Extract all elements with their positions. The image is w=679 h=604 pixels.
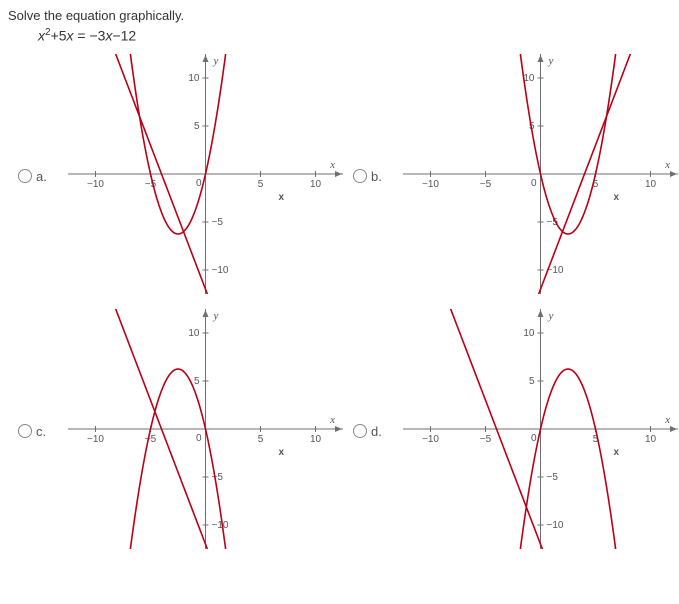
option-b[interactable]: b.	[353, 54, 393, 299]
option-d-label: d.	[371, 424, 382, 439]
svg-text:−5: −5	[212, 472, 224, 483]
svg-text:10: 10	[310, 434, 322, 445]
svg-text:5: 5	[194, 121, 200, 132]
svg-text:10: 10	[523, 73, 535, 84]
radio-icon	[18, 169, 32, 183]
svg-text:−5: −5	[145, 179, 157, 190]
svg-text:x: x	[329, 414, 335, 426]
plot-d: −10−5510−10−55100xyx	[403, 309, 678, 549]
equation-text: x2+5x = −3x−12	[38, 27, 671, 44]
svg-text:y: y	[548, 310, 554, 322]
plot-a: −10−5510−10−55100xyx	[68, 54, 343, 294]
svg-text:−5: −5	[212, 217, 224, 228]
svg-text:−5: −5	[480, 179, 492, 190]
svg-text:y: y	[213, 310, 219, 322]
svg-text:x: x	[664, 159, 670, 171]
svg-text:y: y	[213, 55, 219, 67]
svg-text:0: 0	[196, 433, 202, 444]
option-a[interactable]: a.	[18, 54, 58, 299]
svg-text:y: y	[548, 55, 554, 67]
svg-text:x: x	[664, 414, 670, 426]
svg-text:−10: −10	[547, 520, 564, 531]
svg-text:10: 10	[310, 179, 322, 190]
svg-text:10: 10	[188, 73, 200, 84]
plot-b: −10−5510−10−55100xyx	[403, 54, 678, 294]
option-a-label: a.	[36, 169, 47, 184]
svg-text:−5: −5	[547, 472, 559, 483]
svg-text:5: 5	[258, 434, 264, 445]
option-c[interactable]: c.	[18, 309, 58, 554]
svg-text:10: 10	[645, 179, 657, 190]
svg-text:−10: −10	[212, 520, 229, 531]
svg-text:−5: −5	[145, 434, 157, 445]
svg-text:−10: −10	[87, 179, 104, 190]
radio-icon	[353, 169, 367, 183]
svg-text:−5: −5	[480, 434, 492, 445]
svg-text:10: 10	[523, 328, 535, 339]
svg-text:10: 10	[645, 434, 657, 445]
options-grid: a. −10 −5 5 10 −10 −5 5 10 0 x y x b. −10 −5 5 10 −10 −5…	[18, 54, 671, 554]
radio-icon	[18, 424, 32, 438]
svg-text:10: 10	[188, 328, 200, 339]
option-b-label: b.	[371, 169, 382, 184]
option-c-label: c.	[36, 424, 46, 439]
prompt-text: Solve the equation graphically.	[8, 8, 671, 23]
svg-text:0: 0	[531, 433, 537, 444]
svg-text:0: 0	[531, 178, 537, 189]
svg-text:−10: −10	[212, 265, 229, 276]
svg-text:0: 0	[196, 178, 202, 189]
plot-c: −10−5510−10−55100xyx	[68, 309, 343, 549]
radio-icon	[353, 424, 367, 438]
svg-text:5: 5	[529, 376, 535, 387]
svg-text:−10: −10	[87, 434, 104, 445]
svg-text:x: x	[329, 159, 335, 171]
svg-text:−10: −10	[422, 179, 439, 190]
svg-text:5: 5	[258, 179, 264, 190]
svg-text:−10: −10	[422, 434, 439, 445]
option-d[interactable]: d.	[353, 309, 393, 554]
svg-text:5: 5	[194, 376, 200, 387]
